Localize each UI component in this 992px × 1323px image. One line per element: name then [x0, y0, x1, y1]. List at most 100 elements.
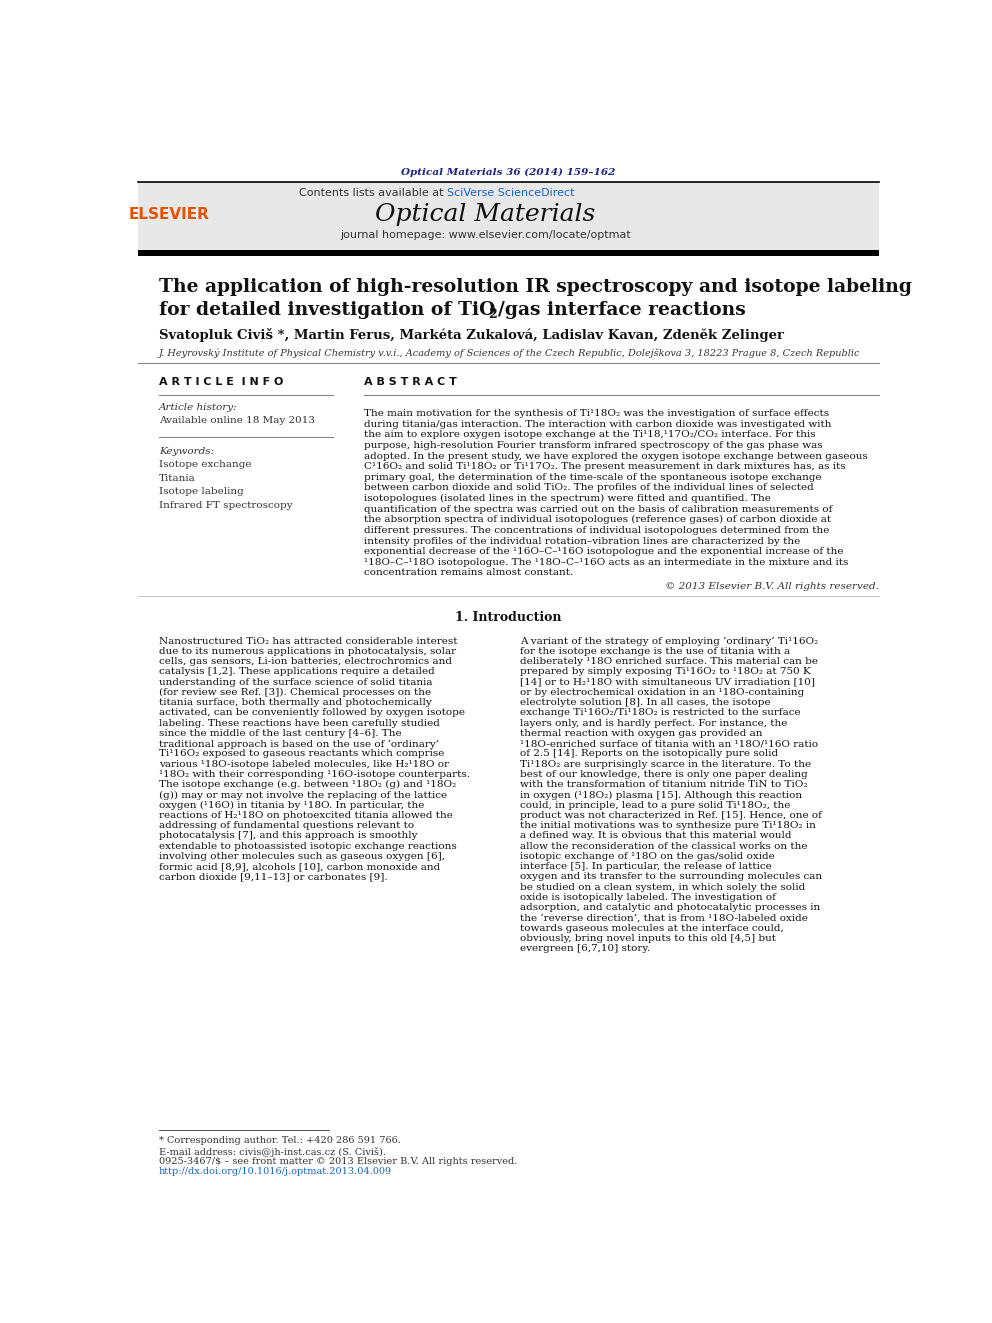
Text: ELSEVIER: ELSEVIER: [129, 206, 209, 222]
Text: journal homepage: www.elsevier.com/locate/optmat: journal homepage: www.elsevier.com/locat…: [340, 230, 631, 239]
Text: © 2013 Elsevier B.V. All rights reserved.: © 2013 Elsevier B.V. All rights reserved…: [665, 582, 879, 591]
Text: or by electrochemical oxidation in an ¹18O-containing: or by electrochemical oxidation in an ¹1…: [520, 688, 805, 697]
Text: product was not characterized in Ref. [15]. Hence, one of: product was not characterized in Ref. [1…: [520, 811, 822, 820]
Text: Article history:: Article history:: [159, 404, 237, 411]
Text: carbon dioxide [9,11–13] or carbonates [9].: carbon dioxide [9,11–13] or carbonates […: [159, 872, 388, 881]
Text: towards gaseous molecules at the interface could,: towards gaseous molecules at the interfa…: [520, 923, 784, 933]
Text: exponential decrease of the ¹16O–C–¹16O isotopologue and the exponential increas: exponential decrease of the ¹16O–C–¹16O …: [364, 548, 844, 556]
Text: Isotope exchange: Isotope exchange: [159, 460, 251, 470]
Text: (g)) may or may not involve the replacing of the lattice: (g)) may or may not involve the replacin…: [159, 790, 447, 799]
FancyBboxPatch shape: [138, 181, 879, 250]
Text: formic acid [8,9], alcohols [10], carbon monoxide and: formic acid [8,9], alcohols [10], carbon…: [159, 863, 440, 871]
Text: adsorption, and catalytic and photocatalytic processes in: adsorption, and catalytic and photocatal…: [520, 904, 820, 912]
Text: A R T I C L E  I N F O: A R T I C L E I N F O: [159, 377, 284, 388]
Text: Keywords:: Keywords:: [159, 447, 214, 456]
Text: various ¹18O-isotope labeled molecules, like H₂¹18O or: various ¹18O-isotope labeled molecules, …: [159, 759, 448, 769]
Text: catalysis [1,2]. These applications require a detailed: catalysis [1,2]. These applications requ…: [159, 668, 434, 676]
Text: A B S T R A C T: A B S T R A C T: [364, 377, 457, 388]
Text: Contents lists available at: Contents lists available at: [299, 188, 446, 197]
Text: ¹18O-enriched surface of titania with an ¹18O/¹16O ratio: ¹18O-enriched surface of titania with an…: [520, 740, 818, 749]
Text: E-mail address: civis@jh-inst.cas.cz (S. Civiš).: E-mail address: civis@jh-inst.cas.cz (S.…: [159, 1147, 386, 1156]
Text: involving other molecules such as gaseous oxygen [6],: involving other molecules such as gaseou…: [159, 852, 444, 861]
Text: deliberately ¹18O enriched surface. This material can be: deliberately ¹18O enriched surface. This…: [520, 658, 818, 667]
Text: ¹18O₂ with their corresponding ¹16O-isotope counterparts.: ¹18O₂ with their corresponding ¹16O-isot…: [159, 770, 470, 779]
Text: http://dx.doi.org/10.1016/j.optmat.2013.04.009: http://dx.doi.org/10.1016/j.optmat.2013.…: [159, 1167, 392, 1176]
Text: concentration remains almost constant.: concentration remains almost constant.: [364, 569, 573, 577]
Text: The main motivation for the synthesis of Ti¹18O₂ was the investigation of surfac: The main motivation for the synthesis of…: [364, 409, 829, 418]
Text: addressing of fundamental questions relevant to: addressing of fundamental questions rele…: [159, 822, 414, 830]
Text: the ‘reverse direction’, that is from ¹18O-labeled oxide: the ‘reverse direction’, that is from ¹1…: [520, 913, 807, 922]
Text: best of our knowledge, there is only one paper dealing: best of our knowledge, there is only one…: [520, 770, 807, 779]
Text: thermal reaction with oxygen gas provided an: thermal reaction with oxygen gas provide…: [520, 729, 763, 738]
Text: adopted. In the present study, we have explored the oxygen isotope exchange betw: adopted. In the present study, we have e…: [364, 451, 868, 460]
Text: C¹16O₂ and solid Ti¹18O₂ or Ti¹17O₂. The present measurement in dark mixtures ha: C¹16O₂ and solid Ti¹18O₂ or Ti¹17O₂. The…: [364, 462, 846, 471]
Text: the initial motivations was to synthesize pure Ti¹18O₂ in: the initial motivations was to synthesiz…: [520, 822, 815, 830]
Text: (for review see Ref. [3]). Chemical processes on the: (for review see Ref. [3]). Chemical proc…: [159, 688, 431, 697]
Text: 1. Introduction: 1. Introduction: [455, 611, 561, 624]
Text: SciVerse ScienceDirect: SciVerse ScienceDirect: [446, 188, 574, 197]
Text: 0925-3467/$ – see front matter © 2013 Elsevier B.V. All rights reserved.: 0925-3467/$ – see front matter © 2013 El…: [159, 1158, 517, 1167]
Text: The application of high-resolution IR spectroscopy and isotope labeling: The application of high-resolution IR sp…: [159, 278, 912, 295]
Text: the aim to explore oxygen isotope exchange at the Ti¹18,¹17O₂/CO₂ interface. For: the aim to explore oxygen isotope exchan…: [364, 430, 815, 439]
Text: Infrared FT spectroscopy: Infrared FT spectroscopy: [159, 501, 293, 509]
Text: layers only, and is hardly perfect. For instance, the: layers only, and is hardly perfect. For …: [520, 718, 788, 728]
Text: Nanostructured TiO₂ has attracted considerable interest: Nanostructured TiO₂ has attracted consid…: [159, 636, 457, 646]
Text: 2: 2: [488, 308, 497, 321]
Text: of 2.5 [14]. Reports on the isotopically pure solid: of 2.5 [14]. Reports on the isotopically…: [520, 749, 778, 758]
Text: isotopic exchange of ¹18O on the gas/solid oxide: isotopic exchange of ¹18O on the gas/sol…: [520, 852, 775, 861]
Text: isotopologues (isolated lines in the spectrum) were fitted and quantified. The: isotopologues (isolated lines in the spe…: [364, 493, 771, 503]
Text: a defined way. It is obvious that this material would: a defined way. It is obvious that this m…: [520, 831, 792, 840]
Text: quantification of the spectra was carried out on the basis of calibration measur: quantification of the spectra was carrie…: [364, 504, 832, 513]
Text: /gas interface reactions: /gas interface reactions: [498, 300, 746, 319]
Text: obviously, bring novel inputs to this old [4,5] but: obviously, bring novel inputs to this ol…: [520, 934, 776, 943]
Text: activated, can be conveniently followed by oxygen isotope: activated, can be conveniently followed …: [159, 708, 465, 717]
Text: Ti¹16O₂ exposed to gaseous reactants which comprise: Ti¹16O₂ exposed to gaseous reactants whi…: [159, 749, 444, 758]
Text: primary goal, the determination of the time-scale of the spontaneous isotope exc: primary goal, the determination of the t…: [364, 472, 822, 482]
Text: Optical Materials: Optical Materials: [375, 202, 596, 226]
Text: electrolyte solution [8]. In all cases, the isotope: electrolyte solution [8]. In all cases, …: [520, 699, 771, 708]
Text: oxygen and its transfer to the surrounding molecules can: oxygen and its transfer to the surroundi…: [520, 872, 822, 881]
Text: due to its numerous applications in photocatalysis, solar: due to its numerous applications in phot…: [159, 647, 456, 656]
Text: oxide is isotopically labeled. The investigation of: oxide is isotopically labeled. The inves…: [520, 893, 776, 902]
Text: Optical Materials 36 (2014) 159–162: Optical Materials 36 (2014) 159–162: [401, 168, 616, 177]
Text: Available online 18 May 2013: Available online 18 May 2013: [159, 417, 314, 426]
Text: * Corresponding author. Tel.: +420 286 591 766.: * Corresponding author. Tel.: +420 286 5…: [159, 1136, 401, 1144]
Text: A variant of the strategy of employing ‘ordinary’ Ti¹16O₂: A variant of the strategy of employing ‘…: [520, 636, 818, 646]
Text: Ti¹18O₂ are surprisingly scarce in the literature. To the: Ti¹18O₂ are surprisingly scarce in the l…: [520, 759, 811, 769]
Text: labeling. These reactions have been carefully studied: labeling. These reactions have been care…: [159, 718, 439, 728]
Text: oxygen (¹16O) in titania by ¹18O. In particular, the: oxygen (¹16O) in titania by ¹18O. In par…: [159, 800, 425, 810]
Text: titania surface, both thermally and photochemically: titania surface, both thermally and phot…: [159, 699, 432, 708]
Text: J. Heyrovský Institute of Physical Chemistry v.v.i., Academy of Sciences of the : J. Heyrovský Institute of Physical Chemi…: [159, 348, 860, 357]
Text: with the transformation of titanium nitride TiN to TiO₂: with the transformation of titanium nitr…: [520, 781, 807, 789]
Text: intensity profiles of the individual rotation–vibration lines are characterized : intensity profiles of the individual rot…: [364, 537, 801, 545]
Text: in oxygen (¹18O₂) plasma [15]. Although this reaction: in oxygen (¹18O₂) plasma [15]. Although …: [520, 790, 803, 799]
Text: for detailed investigation of TiO: for detailed investigation of TiO: [159, 300, 495, 319]
Text: [14] or to H₂¹18O with simultaneous UV irradiation [10]: [14] or to H₂¹18O with simultaneous UV i…: [520, 677, 815, 687]
Text: for the isotope exchange is the use of titania with a: for the isotope exchange is the use of t…: [520, 647, 791, 656]
Text: reactions of H₂¹18O on photoexcited titania allowed the: reactions of H₂¹18O on photoexcited tita…: [159, 811, 452, 820]
Text: traditional approach is based on the use of ‘ordinary’: traditional approach is based on the use…: [159, 740, 439, 749]
Text: The isotope exchange (e.g. between ¹18O₂ (g) and ¹18O₂: The isotope exchange (e.g. between ¹18O₂…: [159, 781, 456, 790]
Text: photocatalysis [7], and this approach is smoothly: photocatalysis [7], and this approach is…: [159, 831, 418, 840]
Text: the absorption spectra of individual isotopologues (reference gases) of carbon d: the absorption spectra of individual iso…: [364, 515, 831, 524]
Text: between carbon dioxide and solid TiO₂. The profiles of the individual lines of s: between carbon dioxide and solid TiO₂. T…: [364, 483, 814, 492]
Text: understanding of the surface science of solid titania: understanding of the surface science of …: [159, 677, 433, 687]
Text: since the middle of the last century [4–6]. The: since the middle of the last century [4–…: [159, 729, 402, 738]
Text: evergreen [6,7,10] story.: evergreen [6,7,10] story.: [520, 945, 650, 953]
Text: Titania: Titania: [159, 474, 195, 483]
Text: exchange Ti¹16O₂/Ti¹18O₂ is restricted to the surface: exchange Ti¹16O₂/Ti¹18O₂ is restricted t…: [520, 708, 801, 717]
Text: prepared by simply exposing Ti¹16O₂ to ¹18O₂ at 750 K: prepared by simply exposing Ti¹16O₂ to ¹…: [520, 668, 810, 676]
Text: interface [5]. In particular, the release of lattice: interface [5]. In particular, the releas…: [520, 863, 772, 871]
Text: different pressures. The concentrations of individual isotopologues determined f: different pressures. The concentrations …: [364, 527, 829, 534]
Text: could, in principle, lead to a pure solid Ti¹18O₂, the: could, in principle, lead to a pure soli…: [520, 800, 791, 810]
Text: purpose, high-resolution Fourier transform infrared spectroscopy of the gas phas: purpose, high-resolution Fourier transfo…: [364, 441, 823, 450]
Text: extendable to photoassisted isotopic exchange reactions: extendable to photoassisted isotopic exc…: [159, 841, 456, 851]
Text: cells, gas sensors, Li-ion batteries, electrochromics and: cells, gas sensors, Li-ion batteries, el…: [159, 658, 452, 667]
Bar: [138, 250, 879, 255]
Text: Isotope labeling: Isotope labeling: [159, 487, 244, 496]
Text: during titania/gas interaction. The interaction with carbon dioxide was investig: during titania/gas interaction. The inte…: [364, 419, 831, 429]
Text: ¹18O–C–¹18O isotopologue. The ¹18O–C–¹16O acts as an intermediate in the mixture: ¹18O–C–¹18O isotopologue. The ¹18O–C–¹16…: [364, 558, 848, 566]
Text: be studied on a clean system, in which solely the solid: be studied on a clean system, in which s…: [520, 882, 806, 892]
Text: allow the reconsideration of the classical works on the: allow the reconsideration of the classic…: [520, 841, 807, 851]
Text: Svatopluk Civiš *, Martin Ferus, Markéta Zukalová, Ladislav Kavan, Zdeněk Zeling: Svatopluk Civiš *, Martin Ferus, Markéta…: [159, 328, 784, 343]
